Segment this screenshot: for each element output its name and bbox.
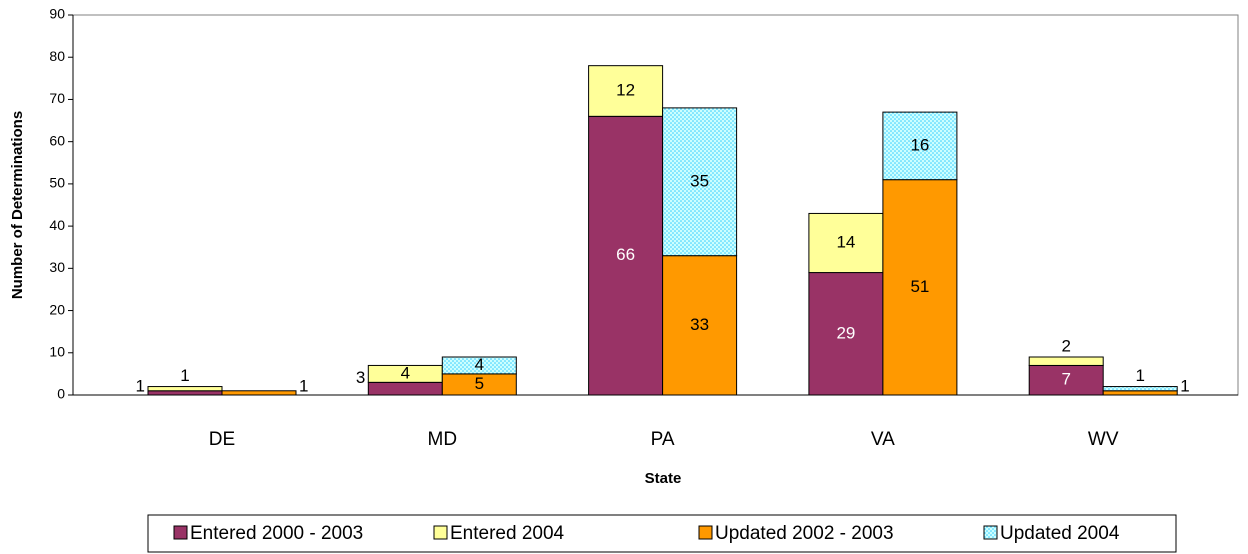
legend-label: Updated 2004: [1000, 523, 1120, 544]
data-label: 1: [299, 376, 308, 395]
data-label: 3: [356, 368, 365, 387]
bar-segment: [441, 356, 517, 375]
data-label: 7: [1061, 370, 1070, 389]
data-label: 1: [136, 376, 145, 395]
x-tick-label: VA: [871, 429, 895, 450]
bar-segment: [882, 179, 958, 396]
x-axis-label: State: [645, 470, 682, 487]
bar-segment: [1102, 390, 1178, 396]
data-label: 1: [1180, 376, 1189, 395]
x-tick-label: WV: [1088, 429, 1119, 450]
legend-label: Updated 2002 - 2003: [715, 523, 894, 544]
data-label: 16: [910, 135, 929, 154]
y-tick-label: 10: [49, 343, 65, 359]
data-label: 33: [690, 315, 709, 334]
legend-swatch: [983, 525, 998, 540]
bar-segment: [662, 255, 738, 396]
x-tick-label: DE: [209, 429, 235, 450]
y-tick-label: 40: [49, 217, 65, 233]
bar-segment: [808, 212, 884, 274]
bar-segment: [808, 272, 884, 396]
bar-segment: [588, 65, 664, 117]
bar-segment: [221, 390, 297, 396]
y-axis-label: Number of Determinations: [9, 111, 26, 299]
bar-segment: [367, 381, 443, 396]
legend-swatch: [173, 525, 188, 540]
x-tick-label: PA: [651, 429, 675, 450]
legend: [147, 514, 1177, 553]
y-tick-label: 50: [49, 175, 65, 191]
data-label: 4: [475, 355, 484, 374]
legend-label: Entered 2004: [450, 523, 565, 544]
data-label: 4: [401, 363, 410, 382]
bar-segment: [1102, 386, 1178, 392]
data-label: 1: [1135, 366, 1144, 385]
y-tick-label: 70: [49, 90, 65, 106]
data-label: 12: [616, 80, 635, 99]
data-label: 66: [616, 245, 635, 264]
legend-swatch: [433, 525, 448, 540]
data-label: 35: [690, 171, 709, 190]
x-tick-label: MD: [428, 429, 458, 450]
data-label: 14: [836, 232, 855, 251]
y-tick-label: 30: [49, 259, 65, 275]
legend-label: Entered 2000 - 2003: [190, 523, 363, 544]
data-label: 51: [910, 277, 929, 296]
legend-swatch: [698, 525, 713, 540]
y-tick-label: 80: [49, 48, 65, 64]
data-label: 29: [836, 323, 855, 342]
bar-segment: [662, 107, 738, 257]
y-tick-label: 0: [57, 386, 65, 402]
data-label: 1: [180, 366, 189, 385]
data-label: 5: [475, 374, 484, 393]
bar-segment: [147, 386, 223, 392]
y-tick-label: 20: [49, 301, 65, 317]
y-tick-label: 60: [49, 132, 65, 148]
bar-segment: [147, 390, 223, 396]
bar-segment: [1028, 364, 1104, 396]
bar-segment: [882, 111, 958, 181]
bar-segment: [1028, 356, 1104, 366]
data-label: 2: [1061, 336, 1070, 355]
y-tick-label: 90: [49, 6, 65, 22]
